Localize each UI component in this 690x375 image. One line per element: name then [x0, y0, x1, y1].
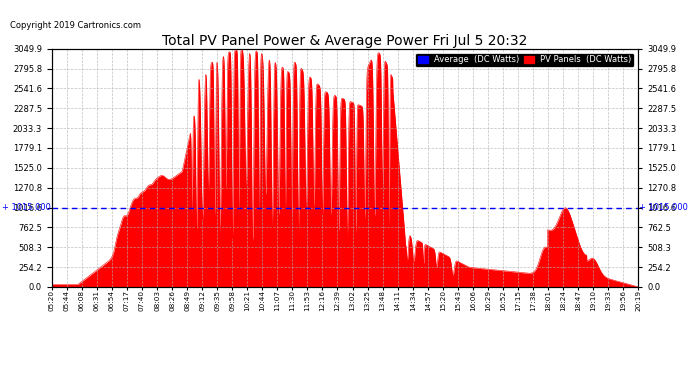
Text: + 1015.000: + 1015.000: [639, 203, 688, 212]
Text: Copyright 2019 Cartronics.com: Copyright 2019 Cartronics.com: [10, 21, 141, 30]
Legend: Average  (DC Watts), PV Panels  (DC Watts): Average (DC Watts), PV Panels (DC Watts): [415, 53, 634, 67]
Text: + 1015.000: + 1015.000: [2, 203, 51, 212]
Title: Total PV Panel Power & Average Power Fri Jul 5 20:32: Total PV Panel Power & Average Power Fri…: [162, 34, 528, 48]
